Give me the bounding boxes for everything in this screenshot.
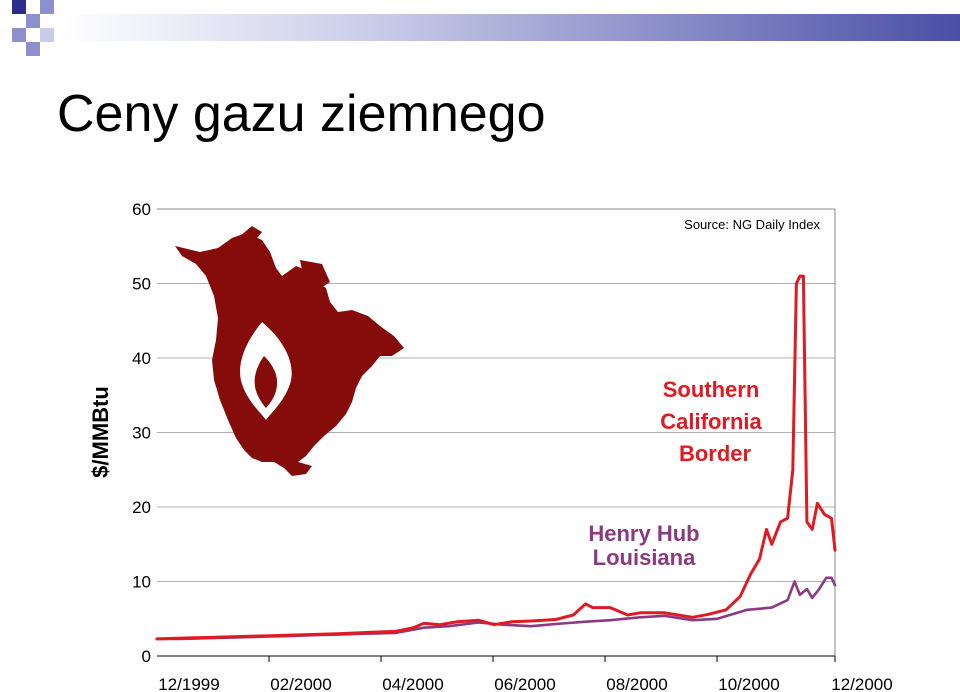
series-label-southern-california-line-2: California	[660, 409, 762, 434]
y-tick-label: 30	[132, 424, 151, 443]
plot-frame	[157, 208, 836, 662]
series-label-henry-hub-line-2: Louisiana	[593, 545, 696, 570]
x-tick-label: 12/1999	[158, 675, 219, 692]
series-label-southern-california-line-3: Border	[679, 441, 752, 466]
y-tick-label: 20	[132, 498, 151, 517]
y-tick-label: 50	[132, 275, 151, 294]
x-tick-label: 10/2000	[718, 675, 779, 692]
x-tick-label: 08/2000	[606, 675, 667, 692]
header-decoration-band	[12, 0, 960, 56]
series-line-southern-california-border	[155, 274, 837, 641]
x-tick-label: 02/2000	[270, 675, 331, 692]
y-tick-label: 0	[142, 647, 151, 666]
series-label-henry-hub-line-1: Henry Hub	[588, 521, 699, 546]
north-america-map-icon	[175, 226, 404, 476]
slide-title: Ceny gazu ziemnego	[57, 85, 546, 143]
source-note: Source: NG Daily Index	[684, 217, 820, 232]
y-tick-label: 60	[132, 200, 151, 219]
y-axis-label: $/MMBtu	[88, 386, 113, 478]
labels-layer: 0 10 20 30 40 50 60 12/1999 02/2000 04/2000 06/200…	[132, 200, 893, 692]
series-label-southern-california-line-1: Southern	[663, 377, 760, 402]
y-tick-label: 40	[132, 349, 151, 368]
x-tick-label: 12/2000	[831, 675, 892, 692]
x-tick-label: 04/2000	[382, 675, 443, 692]
y-tick-label: 10	[132, 573, 151, 592]
series-line-henry-hub-louisiana	[155, 576, 837, 641]
series-layer	[155, 274, 837, 641]
x-tick-label: 06/2000	[494, 675, 555, 692]
